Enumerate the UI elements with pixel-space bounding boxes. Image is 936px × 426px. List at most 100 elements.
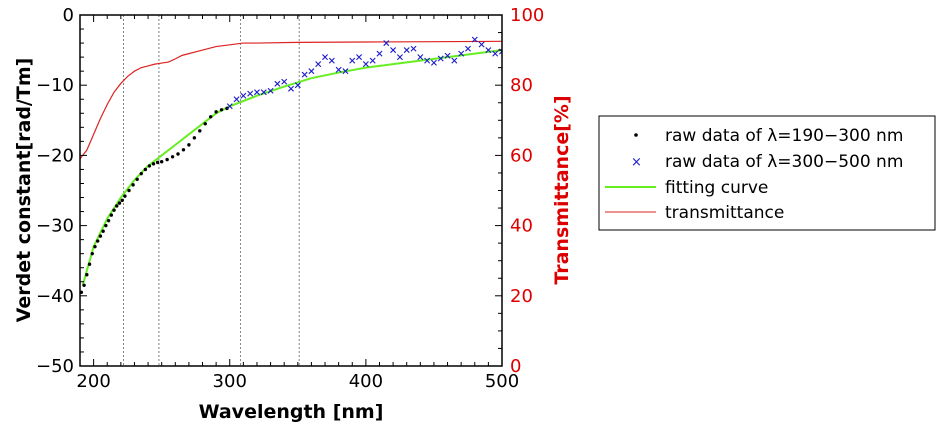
series-fitting-curve xyxy=(81,49,502,286)
raw-vis-point xyxy=(322,54,329,61)
raw-vis-point xyxy=(478,41,485,48)
raw-uv-point xyxy=(139,171,143,176)
raw-vis-point xyxy=(417,54,424,61)
x-axis-title: Wavelength [nm] xyxy=(199,401,384,423)
y-right-tick-label: 0 xyxy=(510,356,521,377)
y-left-tick-label: −10 xyxy=(36,75,74,96)
y-axis-left-title: Verdet constant[rad/Tm] xyxy=(13,58,35,323)
raw-vis-point xyxy=(458,50,465,57)
legend-entry-trans: transmittance xyxy=(605,203,784,223)
raw-uv-point xyxy=(170,155,175,159)
raw-uv-point xyxy=(90,251,94,256)
y-left-tick-label: −50 xyxy=(36,356,74,377)
raw-vis-point xyxy=(471,36,478,43)
raw-vis-point xyxy=(403,47,410,54)
legend-label-uv: raw data of λ=190−300 nm xyxy=(665,126,903,146)
raw-uv-point xyxy=(120,198,124,203)
y-axis-right-title: Transmittance[%] xyxy=(551,95,573,284)
legend-dot-marker xyxy=(634,133,638,137)
raw-uv-point xyxy=(155,160,160,165)
x-tick-label: 300 xyxy=(213,371,247,392)
raw-vis-point xyxy=(342,68,349,75)
series-transmittance-line xyxy=(80,40,502,160)
raw-uv-point xyxy=(106,218,111,223)
raw-uv-point xyxy=(104,223,108,228)
raw-uv-point xyxy=(101,229,105,233)
y-axis-right: 100 80 60 40 20 0 xyxy=(495,5,544,377)
raw-vis-point xyxy=(226,103,233,110)
legend-label-fit: fitting curve xyxy=(665,178,768,198)
y-left-tick-label: −30 xyxy=(36,216,74,237)
raw-vis-point xyxy=(396,54,403,61)
raw-vis-point xyxy=(464,45,471,52)
raw-vis-point xyxy=(376,50,383,57)
y-right-tick-label: 60 xyxy=(510,145,533,166)
raw-uv-point xyxy=(198,129,202,133)
raw-uv-point xyxy=(219,108,224,112)
raw-vis-point xyxy=(315,61,322,68)
raw-vis-point xyxy=(349,57,356,64)
raw-vis-point xyxy=(444,52,451,59)
raw-uv-point xyxy=(82,283,86,287)
raw-vis-point xyxy=(294,82,301,89)
raw-uv-point xyxy=(187,143,191,147)
y-right-tick-label: 80 xyxy=(510,75,533,96)
y-right-tick-label: 100 xyxy=(510,5,544,26)
raw-uv-point xyxy=(131,183,135,187)
x-tick-label: 500 xyxy=(485,371,519,392)
raw-vis-point xyxy=(410,45,417,52)
raw-vis-point xyxy=(281,78,288,85)
raw-uv-point xyxy=(127,188,131,193)
legend: raw data of λ=190−300 nm × raw data of λ… xyxy=(598,115,936,231)
legend-x-marker: × xyxy=(631,155,642,170)
raw-uv-point xyxy=(85,273,89,277)
y-left-tick-label: −40 xyxy=(36,286,74,307)
raw-uv-point xyxy=(117,201,122,205)
raw-vis-point xyxy=(356,54,363,61)
raw-vis-point xyxy=(485,47,492,54)
raw-uv-point xyxy=(87,262,92,266)
raw-uv-point xyxy=(176,152,180,156)
raw-uv-point xyxy=(123,194,127,198)
raw-uv-point xyxy=(95,239,100,243)
legend-entry-fit: fitting curve xyxy=(605,178,768,198)
raw-uv-point xyxy=(109,213,114,217)
y-right-tick-label: 20 xyxy=(510,286,533,307)
raw-vis-point xyxy=(267,87,274,94)
legend-label-vis: raw data of λ=300−500 nm xyxy=(665,152,903,172)
y-left-tick-label: 0 xyxy=(63,5,74,26)
x-tick-label: 400 xyxy=(349,371,383,392)
raw-vis-point xyxy=(253,89,260,96)
reference-lines xyxy=(123,15,300,366)
raw-uv-point xyxy=(135,177,139,181)
raw-uv-point xyxy=(143,167,148,172)
raw-uv-point xyxy=(80,290,84,294)
raw-vis-point xyxy=(362,61,369,68)
raw-vis-point xyxy=(383,40,390,47)
raw-vis-point xyxy=(437,55,444,62)
raw-vis-point xyxy=(247,90,254,97)
raw-vis-point xyxy=(424,57,431,64)
raw-vis-point xyxy=(390,47,397,54)
x-axis: 200 300 400 500 xyxy=(76,15,519,392)
legend-label-trans: transmittance xyxy=(665,203,784,223)
raw-vis-point xyxy=(308,68,315,75)
raw-vis-point xyxy=(451,57,458,64)
raw-vis-point xyxy=(335,66,342,73)
legend-box xyxy=(598,115,936,231)
raw-uv-point xyxy=(214,110,218,114)
raw-vis-point xyxy=(233,96,240,103)
raw-vis-point xyxy=(369,57,376,64)
raw-vis-point xyxy=(328,57,335,64)
raw-uv-point xyxy=(208,115,213,119)
y-axis-left: 0 −10 −20 −30 −40 −50 xyxy=(36,5,87,377)
raw-vis-point xyxy=(288,85,294,92)
raw-uv-point xyxy=(151,162,156,166)
raw-uv-point xyxy=(181,148,186,152)
y-left-tick-label: −20 xyxy=(36,145,74,166)
raw-vis-point xyxy=(274,80,281,87)
y-right-tick-label: 40 xyxy=(510,216,533,237)
raw-uv-point xyxy=(192,136,197,140)
raw-uv-point xyxy=(115,204,119,208)
